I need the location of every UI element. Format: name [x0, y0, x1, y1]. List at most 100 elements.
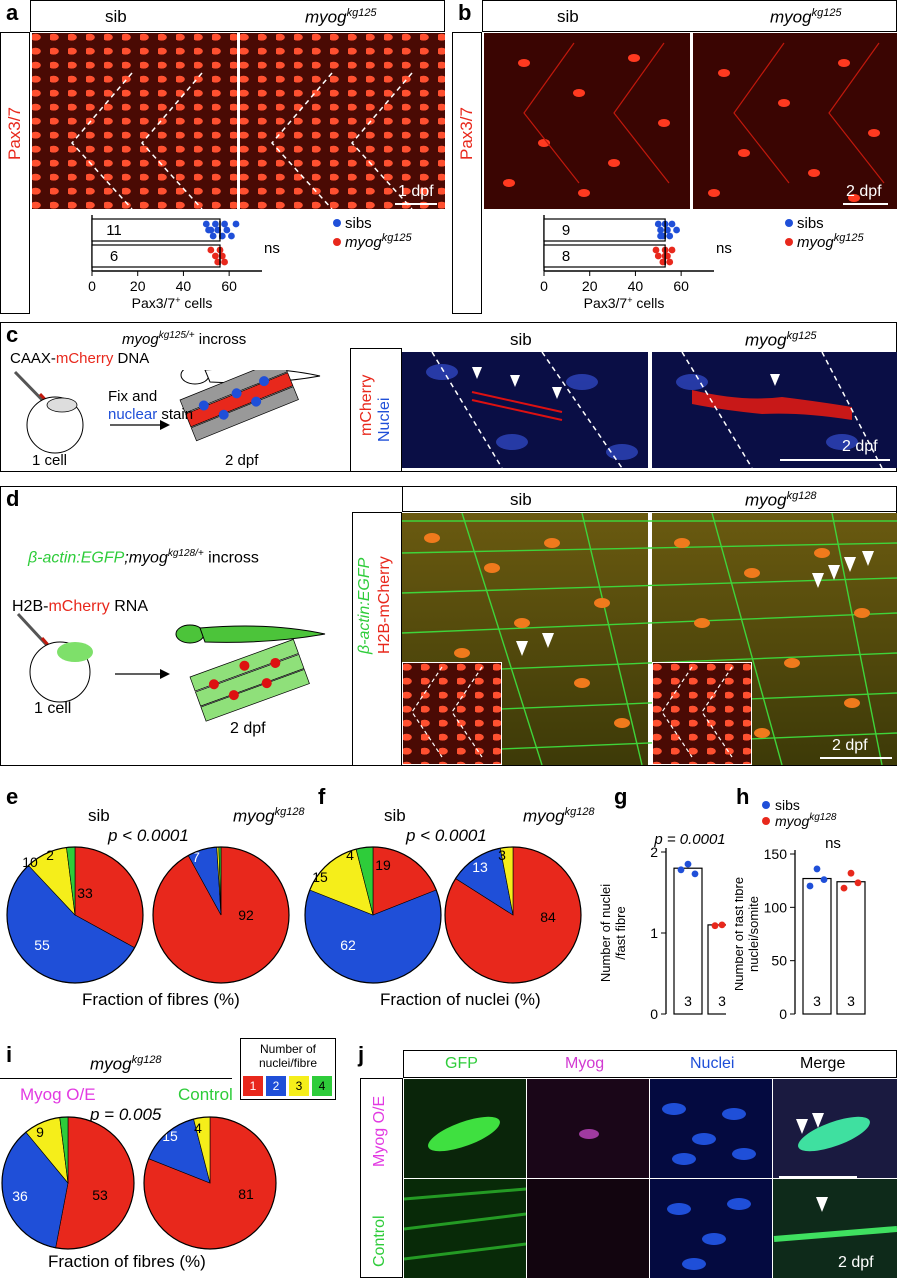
pie-value-label: 13 [472, 859, 488, 875]
legend-marker [762, 801, 770, 809]
pie-value-label: 7 [192, 849, 200, 865]
panel-a-stain-label: Pax3/7 [5, 107, 24, 160]
panel-c-label: c [6, 322, 19, 347]
panel-e-pvalue: p < 0.0001 [108, 826, 189, 845]
bar-n-label: 3 [718, 993, 726, 1009]
data-point [232, 220, 240, 228]
data-point [212, 252, 219, 260]
pie-value-label: 53 [92, 1187, 108, 1203]
panel-g-chart: 0 1 2 3 3 Number of nuclei/fast fibre p = 0.00… [598, 831, 726, 1022]
panel-f-pvalue: p < 0.0001 [406, 826, 487, 845]
key-swatch-3: 3 [289, 1076, 309, 1096]
panel-h-label: h [736, 784, 750, 809]
key-swatch-1: 1 [243, 1076, 263, 1096]
panel-i-key-swatches: 1 2 3 4 [243, 1076, 332, 1096]
panel-f-label: f [318, 784, 326, 809]
panel-a-sib-label: sib [105, 7, 127, 26]
legend-label: myogkg125 [345, 232, 413, 251]
data-point [202, 220, 210, 228]
panel-i-group-myogoe: Myog O/E [20, 1085, 96, 1104]
panel-i-key [240, 1038, 336, 1100]
pie-outline [444, 846, 582, 984]
bar-n-label: 8 [562, 248, 570, 265]
panel-i-title: myogkg128 [90, 1054, 162, 1074]
panel-i-caption: Fraction of fibres (%) [48, 1252, 206, 1271]
x-tick-label: 40 [176, 278, 192, 294]
panel-d-mutant-label: myogkg128 [745, 490, 817, 510]
panel-f-mutant-label: myogkg128 [523, 806, 595, 826]
panel-e-caption: Fraction of fibres (%) [82, 990, 240, 1009]
panel-c-scalebar [780, 459, 890, 461]
bar-n-label: 3 [684, 993, 692, 1009]
pie-value-label: 2 [46, 847, 54, 863]
panel-i-pvalue: p = 0.005 [90, 1105, 162, 1124]
panel-e-label: e [6, 784, 19, 809]
data-point [673, 226, 680, 234]
data-point [207, 246, 215, 254]
panel-j-nuclei-oe [650, 1079, 772, 1178]
data-point [223, 226, 231, 234]
panel-a-scalebar [395, 203, 437, 205]
panel-i-label: i [6, 1042, 13, 1067]
panel-b-label: b [458, 0, 472, 25]
data-point [806, 882, 814, 890]
pie-value-label: 3 [498, 847, 506, 863]
legend-marker [333, 219, 341, 227]
stat-label: ns [716, 240, 732, 257]
x-tick-label: 40 [628, 278, 644, 294]
panel-c-fix-line1: Fix and [108, 388, 158, 405]
data-point [854, 879, 862, 887]
legend-label: sibs [345, 215, 372, 232]
panel-b-stain-label: Pax3/7 [457, 107, 476, 160]
panel-j-myog-oe [527, 1079, 649, 1178]
x-tick-label: 20 [582, 278, 598, 294]
data-point [666, 258, 674, 266]
panel-b-scalebar [843, 203, 888, 205]
panel-d-scale-time: 2 dpf [832, 737, 868, 754]
data-point [684, 860, 692, 868]
pie-value-label: 84 [540, 909, 556, 925]
panel-a-image-mutant [240, 33, 445, 209]
panel-c-cell: 1 cell [32, 452, 68, 469]
panel-j-col-merge: Merge [800, 1055, 846, 1072]
panel-d-inset-mutant [652, 662, 752, 765]
data-point [657, 232, 664, 240]
panel-c-dna: CAAX-mCherry DNA [10, 350, 150, 367]
legend-marker [785, 238, 793, 246]
pie-outline [6, 846, 144, 984]
y-tick-label: 2 [650, 844, 658, 860]
pie-value-label: 9 [36, 1124, 44, 1140]
x-tick-label: 60 [673, 278, 689, 294]
panel-b-time: 2 dpf [846, 183, 882, 200]
data-point [657, 226, 664, 234]
y-tick-label: 150 [764, 846, 788, 862]
legend-marker [785, 219, 793, 227]
x-axis-label: Pax3/7+ cells [584, 295, 665, 311]
data-point [820, 876, 828, 883]
panel-b-side [452, 32, 482, 314]
data-point [652, 246, 660, 254]
panel-a-somite-boundaries [70, 72, 413, 209]
panel-j-content [404, 1103, 897, 1270]
panel-b-image-mutant [693, 33, 897, 209]
y-axis-label-2: nuclei/somite [746, 896, 761, 972]
data-point [221, 258, 228, 266]
panel-d-rna: H2B-mCherry RNA [12, 598, 149, 615]
data-point [207, 226, 215, 234]
pie-value-label: 15 [162, 1128, 178, 1144]
panel-c-stain-box [350, 348, 402, 472]
panel-i-pie-myogoe: 53 36 9 [1, 1116, 135, 1250]
data-point [711, 922, 719, 930]
pie-value-label: 55 [34, 937, 50, 953]
panel-d-stain-egfp: β-actin:EGFP [356, 557, 373, 654]
panel-h-chart: 0 50 100 150 3 3 Number of fast fibrenuclei/so… [735, 800, 866, 1022]
panel-j-header [403, 1050, 897, 1078]
panel-j-col-nuclei: Nuclei [690, 1055, 735, 1072]
panel-d-stain-h2b: H2B-mCherry [376, 556, 393, 654]
pvalue-label: p = 0.0001 [653, 831, 725, 848]
pie-value-label: 15 [312, 869, 328, 885]
data-point [840, 884, 848, 892]
panel-e-pie-mutant: 92 7 [152, 846, 290, 984]
pie-value-label: 92 [238, 907, 254, 923]
